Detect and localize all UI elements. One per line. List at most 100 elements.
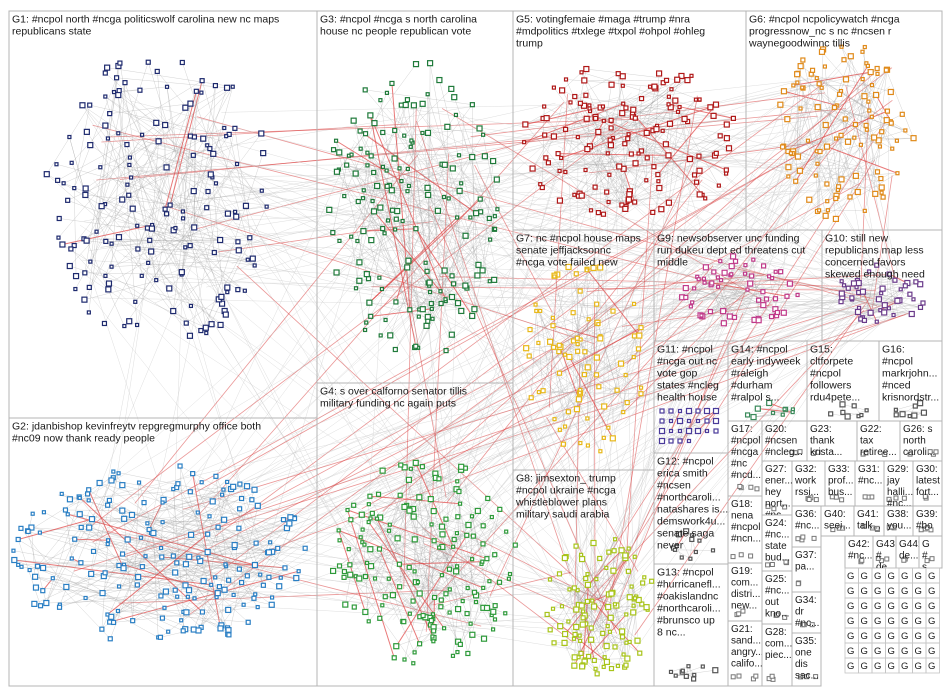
g3-node-132	[429, 306, 434, 311]
g3-node-137	[333, 269, 340, 276]
g9-edge-15	[731, 274, 790, 284]
inter-group-edge-30	[84, 126, 621, 222]
inter-group-edge-270	[392, 306, 853, 502]
g6-node-36	[871, 134, 878, 141]
g1-node-71	[104, 64, 111, 71]
micro-group-label-45: G	[888, 661, 895, 672]
g3-node-91	[490, 157, 497, 165]
g6-edge-60	[816, 56, 851, 152]
g9-node-57	[696, 277, 701, 282]
inter-group-edge-230	[423, 151, 803, 530]
g2-node-93	[150, 529, 157, 537]
g2-node-113	[34, 563, 41, 569]
g2-node-63	[190, 471, 196, 477]
g3-node-0	[468, 215, 473, 220]
g6-node-67	[794, 71, 801, 78]
g17-label-line-2: #ncga	[731, 447, 759, 458]
g4-edge-87	[442, 534, 469, 654]
g8-node-38	[561, 639, 568, 646]
g3-node-123	[410, 102, 417, 109]
g4-node-25	[455, 479, 460, 484]
inter-group-edge-60	[236, 265, 610, 610]
g1-edge-43	[104, 138, 204, 205]
g7-edge-73	[598, 386, 618, 391]
g2-edge-107	[200, 542, 271, 628]
g1-node-29	[242, 288, 247, 293]
g2-node-103	[245, 619, 251, 625]
g8-node-0	[590, 603, 598, 610]
g44-label: G44:de...	[899, 539, 919, 562]
g1-node-157	[148, 225, 156, 232]
g1-node-18	[204, 330, 209, 336]
g2-node-69	[215, 524, 221, 530]
g4-node-147	[416, 590, 423, 597]
g3-edge-125	[365, 89, 405, 136]
g1-edge-64	[46, 174, 221, 326]
g5-node-83	[616, 163, 623, 170]
g2-label-line-0: G2: jdanbishop kevinfreytv repgregmurphy…	[12, 421, 261, 433]
g9-node-28	[774, 309, 780, 316]
g5-node-78	[579, 70, 584, 75]
g3-node-21	[451, 94, 458, 101]
g32-node-3	[813, 497, 819, 503]
g2-edge-191	[102, 502, 145, 594]
g9-edge-0	[775, 271, 781, 310]
g3-node-157	[333, 168, 341, 175]
g24-label-line-1: #nc...	[765, 530, 789, 541]
g3-node-76	[389, 207, 396, 213]
g44-node-1	[901, 557, 907, 563]
g2-node-39	[175, 481, 181, 487]
g5-edge-136	[581, 166, 620, 196]
g3-edge-32	[455, 114, 495, 230]
g8-node-58	[573, 543, 579, 549]
g6-edge-41	[837, 72, 871, 191]
g6-node-71	[895, 171, 900, 176]
g5-node-142	[542, 132, 548, 138]
micro-group-label-28: G	[847, 631, 854, 642]
g2-node-104	[175, 594, 180, 599]
inter-group-edge-140	[254, 280, 707, 588]
g1-edge-104	[234, 128, 255, 266]
g2-node-31	[276, 583, 283, 590]
g3-edge-148	[380, 271, 428, 336]
g3-edge-101	[369, 115, 446, 300]
g4-edge-68	[441, 599, 459, 642]
g3-node-141	[365, 163, 370, 168]
g4-node-145	[451, 544, 456, 549]
g11-node-23	[677, 438, 683, 444]
g20-node-2	[789, 449, 795, 455]
g11-node-16	[677, 428, 683, 434]
g1-node-132	[199, 78, 205, 84]
g2-node-163	[108, 477, 115, 484]
g41-label-line-1: talk...	[857, 521, 881, 532]
g2-node-78	[225, 606, 232, 614]
g8-node-99	[584, 598, 591, 605]
g3-node-83	[488, 237, 493, 242]
inter-group-edge-279	[686, 125, 862, 168]
g2-edge-113	[37, 514, 80, 567]
g11-edge-23	[679, 420, 708, 442]
g6-node-17	[842, 76, 850, 83]
g2-node-148	[162, 588, 170, 595]
g1-node-87	[224, 210, 232, 217]
g2-node-183	[253, 540, 259, 546]
g2-edge-54	[119, 575, 248, 587]
g4-edge-2	[389, 489, 457, 525]
g1-node-88	[259, 188, 264, 193]
g1-node-153	[224, 134, 229, 139]
g2-node-157	[195, 627, 202, 634]
g1-edge-66	[128, 195, 171, 206]
g3-node-147	[476, 125, 483, 132]
g6-node-69	[788, 151, 794, 156]
g36-label: G36:#nc...	[795, 509, 819, 532]
g8-edge-108	[559, 573, 624, 655]
g2-node-114	[135, 573, 142, 581]
g7-node-2	[624, 399, 630, 406]
g2-node-37	[121, 515, 128, 522]
g1-node-109	[105, 286, 112, 293]
g2-edge-95	[140, 498, 242, 538]
inter-group-edge-278	[665, 87, 797, 115]
g2-edge-175	[111, 480, 258, 507]
g4-node-164	[356, 575, 363, 582]
g2-edge-117	[17, 539, 41, 606]
